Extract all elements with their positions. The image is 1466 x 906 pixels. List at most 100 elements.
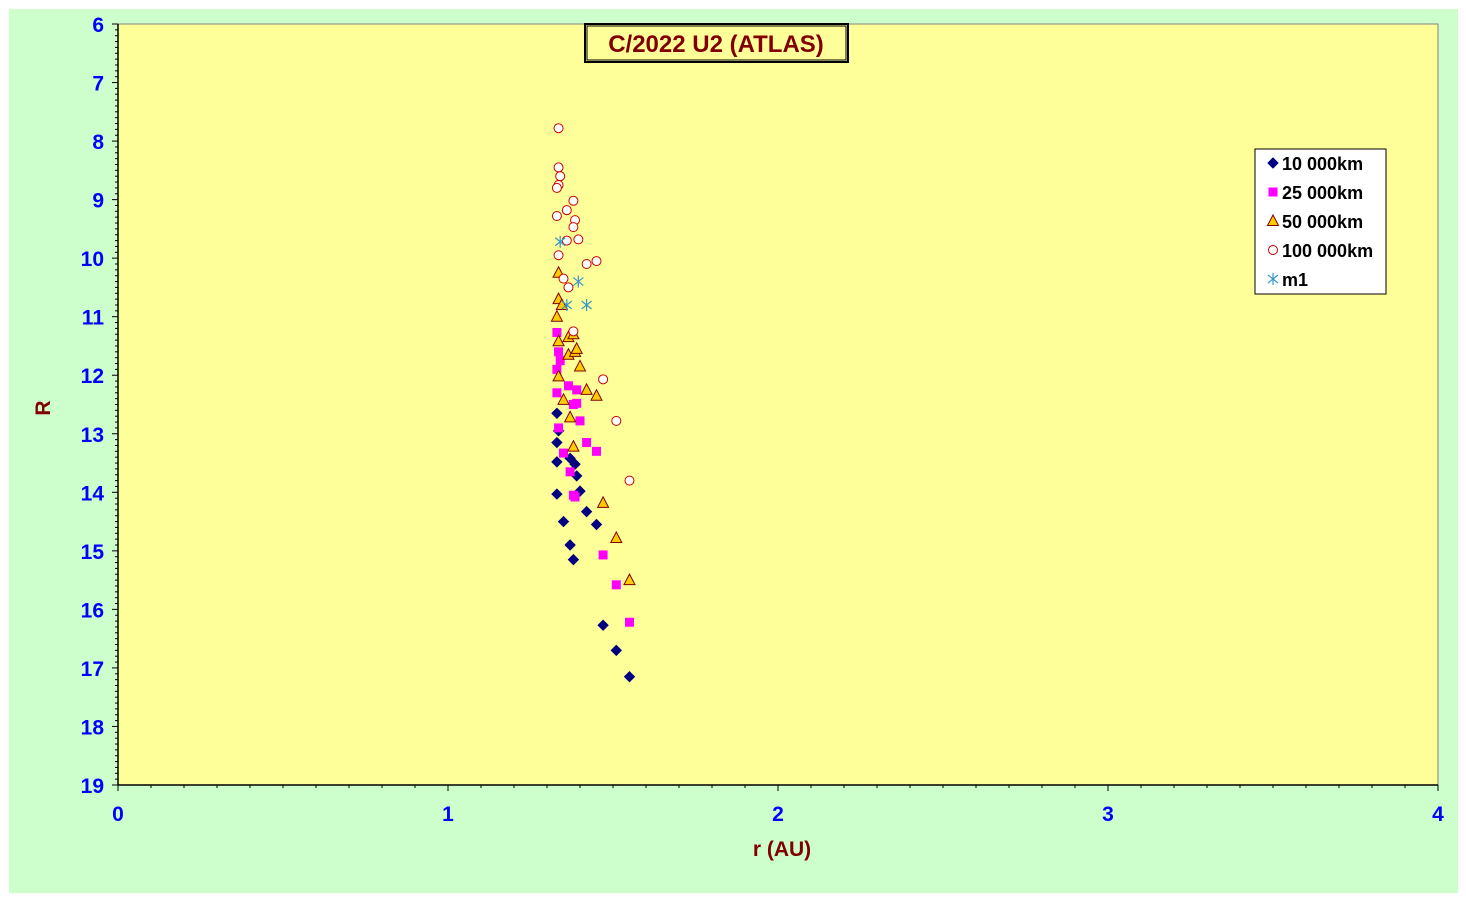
y-tick-label: 19 <box>81 775 104 798</box>
x-axis-title: r (AU) <box>753 838 811 861</box>
data-point <box>590 388 603 401</box>
legend-marker <box>1267 157 1279 169</box>
data-point <box>563 410 577 423</box>
data-point <box>552 364 562 374</box>
legend-label: 50 000km <box>1282 212 1363 232</box>
x-tick-label: 0 <box>112 803 124 826</box>
data-point <box>568 195 579 206</box>
y-tick-label: 7 <box>92 73 104 96</box>
data-point <box>591 256 602 267</box>
data-point <box>572 385 582 395</box>
y-tick-label: 11 <box>82 307 105 330</box>
y-tick-label: 10 <box>81 248 104 271</box>
data-point <box>575 416 585 426</box>
data-point <box>551 182 562 193</box>
y-tick-label: 8 <box>92 131 104 154</box>
x-tick-label: 3 <box>1102 803 1114 826</box>
data-point <box>592 446 601 456</box>
data-point <box>567 439 580 452</box>
data-point <box>598 550 608 560</box>
data-point <box>596 495 610 508</box>
data-point <box>581 298 592 311</box>
data-point <box>570 341 584 354</box>
data-point <box>552 327 562 337</box>
data-point <box>554 235 566 248</box>
data-point <box>551 211 562 222</box>
data-point <box>563 381 573 391</box>
data-point <box>609 530 623 543</box>
data-point <box>623 670 636 683</box>
chart-title: C/2022 U2 (ATLAS) <box>608 31 824 58</box>
data-point <box>561 235 572 246</box>
series-square <box>552 327 634 627</box>
data-point <box>555 171 566 182</box>
data-point <box>582 438 592 448</box>
data-point <box>561 298 573 311</box>
x-tick-label: 1 <box>442 803 454 826</box>
data-point <box>581 259 592 270</box>
legend-label: m1 <box>1282 270 1308 290</box>
legend: 10 000km 25 000km 50 000km 100 000km m1 <box>1254 148 1387 295</box>
data-point <box>624 475 635 486</box>
data-point <box>554 347 564 357</box>
data-point <box>552 388 562 398</box>
data-points <box>550 123 636 683</box>
data-point <box>570 492 580 502</box>
x-tick-label: 4 <box>1432 803 1444 826</box>
data-point <box>625 617 634 627</box>
data-point <box>580 505 593 518</box>
data-point <box>552 334 565 347</box>
data-point <box>555 356 565 366</box>
data-point <box>553 250 564 261</box>
series-circle <box>551 123 635 486</box>
y-tick-label: 6 <box>92 14 104 37</box>
data-point <box>557 515 570 528</box>
data-point <box>551 436 563 449</box>
y-tick-label: 12 <box>81 365 104 388</box>
data-point <box>563 282 574 293</box>
data-point <box>572 398 582 408</box>
legend-label: 25 000km <box>1282 183 1363 203</box>
data-point <box>573 234 584 245</box>
data-point <box>611 415 622 426</box>
data-point <box>568 326 579 337</box>
legend-label: 100 000km <box>1282 241 1373 261</box>
data-point <box>623 573 636 586</box>
data-point <box>559 448 568 458</box>
y-tick-label: 13 <box>81 424 104 447</box>
data-point <box>598 374 609 385</box>
data-point <box>558 273 569 284</box>
data-point <box>550 309 564 322</box>
data-point <box>552 369 565 382</box>
data-point <box>553 123 564 134</box>
data-point <box>554 423 564 433</box>
y-axis-title: R <box>32 400 55 415</box>
legend-marker <box>1268 245 1278 255</box>
plot-area <box>117 23 1439 786</box>
data-point <box>551 456 563 468</box>
y-tick-label: 15 <box>81 541 105 564</box>
data-point <box>573 359 587 372</box>
y-tick-label: 14 <box>81 482 105 505</box>
data-point <box>561 205 572 216</box>
y-tick-label: 17 <box>81 658 104 681</box>
data-point <box>567 553 580 566</box>
data-point <box>569 458 581 470</box>
legend-marker <box>1266 213 1280 226</box>
data-point <box>564 539 576 551</box>
data-point <box>611 580 621 590</box>
series-triangle <box>550 265 636 586</box>
data-point <box>572 275 584 288</box>
data-point <box>568 222 579 233</box>
data-point <box>557 392 570 405</box>
data-point <box>551 488 563 500</box>
data-point <box>590 518 603 531</box>
data-point <box>580 382 593 395</box>
data-point <box>551 407 563 419</box>
x-tick-label: 2 <box>772 803 784 826</box>
legend-label: 10 000km <box>1282 154 1363 174</box>
data-point <box>610 644 623 657</box>
